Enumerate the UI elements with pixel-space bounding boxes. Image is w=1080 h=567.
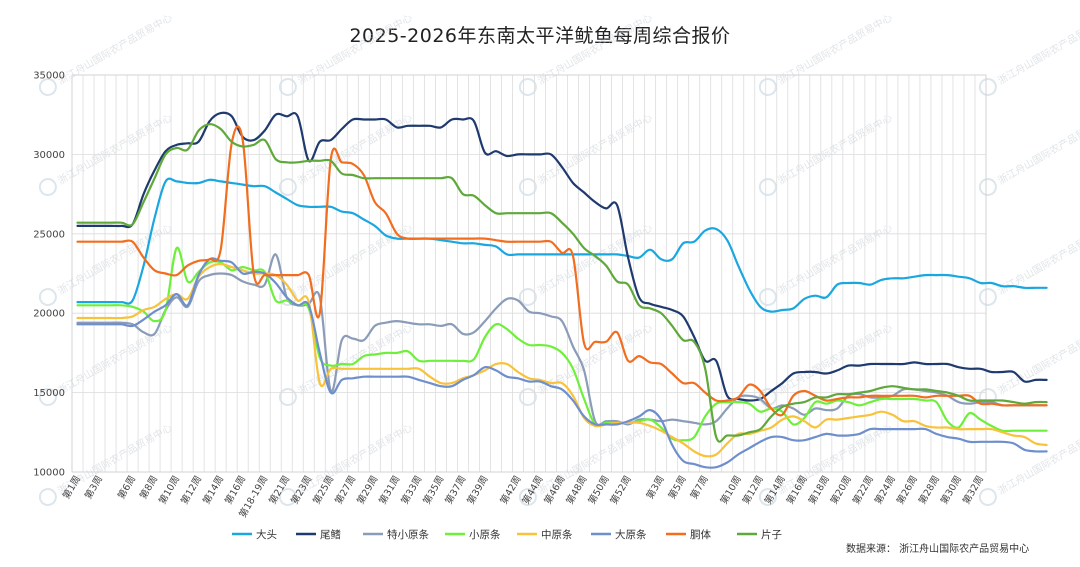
series-line-6: [76, 257, 1048, 469]
watermark-logo-icon: [38, 178, 57, 196]
x-tick-label: 第5周: [666, 474, 689, 502]
watermark-logo-icon: [38, 78, 57, 96]
watermark: 浙江舟山国际农产品贸易中心: [978, 421, 1080, 506]
watermark: 浙江舟山国际农产品贸易中心: [758, 111, 894, 196]
watermark-text: 浙江舟山国际农产品贸易中心: [535, 321, 654, 397]
watermark-logo-icon: [38, 288, 57, 306]
legend-label: 大头: [256, 528, 277, 541]
legend-label: 小原条: [469, 528, 501, 541]
watermark: 浙江舟山国际农产品贸易中心: [38, 421, 174, 506]
watermark-text: 浙江舟山国际农产品贸易中心: [995, 111, 1080, 187]
y-tick-label: 15000: [33, 388, 65, 399]
watermark-text: 浙江舟山国际农产品贸易中心: [535, 221, 654, 297]
series-line-1: [76, 177, 1048, 313]
plot-border: [71, 74, 987, 473]
legend-label: 中原条: [541, 528, 573, 541]
y-tick-label: 35000: [33, 71, 65, 82]
watermark: 浙江舟山国际农产品贸易中心: [758, 221, 894, 306]
x-tick-label: 第7周: [688, 474, 711, 502]
watermark-logo-icon: [758, 288, 777, 306]
legend-label: 胴体: [690, 529, 711, 541]
watermark: 浙江舟山国际农产品贸易中心: [978, 321, 1080, 406]
watermark: 浙江舟山国际农产品贸易中心: [38, 11, 174, 96]
watermark-logo-icon: [278, 388, 297, 406]
series-line-3: [76, 253, 1048, 427]
series-line-7: [76, 125, 1048, 417]
watermark-logo-icon: [978, 488, 997, 506]
legend-label: 尾鳍: [320, 528, 341, 541]
x-tick-label: 第39周: [465, 473, 491, 506]
watermark-text: 浙江舟山国际农产品贸易中心: [775, 11, 894, 87]
series-line-8: [76, 123, 1048, 443]
watermark-logo-icon: [278, 488, 297, 506]
watermark-logo-icon: [518, 388, 537, 406]
legend-label: 片子: [761, 528, 782, 541]
watermark-logo-icon: [518, 288, 537, 306]
watermark-logo-icon: [978, 78, 997, 96]
watermark-logo-icon: [518, 78, 537, 96]
watermark: 浙江舟山国际农产品贸易中心: [518, 421, 654, 506]
watermark: 浙江舟山国际农产品贸易中心: [518, 321, 654, 406]
watermark-text: 浙江舟山国际农产品贸易中心: [295, 11, 414, 87]
x-tick-label: 第8周: [137, 474, 160, 502]
watermark-text: 浙江舟山国际农产品贸易中心: [535, 11, 654, 87]
y-tick-label: 25000: [33, 229, 65, 240]
watermark-logo-icon: [518, 488, 537, 506]
series-line-5: [76, 262, 1048, 458]
watermark: 浙江舟山国际农产品贸易中心: [278, 111, 414, 196]
chart-title: 2025-2026年东南太平洋鱿鱼每周综合报价: [349, 25, 731, 47]
watermark-text: 浙江舟山国际农产品贸易中心: [775, 321, 894, 397]
watermark-text: 浙江舟山国际农产品贸易中心: [775, 111, 894, 187]
watermark-text: 浙江舟山国际农产品贸易中心: [55, 221, 174, 297]
series-line-2: [76, 111, 1048, 402]
watermark-logo-icon: [278, 78, 297, 96]
x-tick-label: 第52周: [608, 474, 634, 507]
watermark-logo-icon: [758, 78, 777, 96]
watermark: 浙江舟山国际农产品贸易中心: [758, 11, 894, 96]
watermark-logo-icon: [758, 178, 777, 196]
y-tick-label: 20000: [33, 309, 65, 320]
watermark: 浙江舟山国际农产品贸易中心: [278, 11, 414, 96]
watermark-logo-icon: [38, 388, 57, 406]
x-tick-label: 第6周: [115, 474, 138, 502]
y-tick-label: 10000: [33, 468, 65, 479]
watermark-logo-icon: [38, 488, 57, 506]
watermark-logo-icon: [978, 288, 997, 306]
watermark-logo-icon: [518, 178, 537, 196]
watermark-text: 浙江舟山国际农产品贸易中心: [995, 11, 1080, 87]
watermark-text: 浙江舟山国际农产品贸易中心: [535, 111, 654, 187]
y-tick-label: 30000: [33, 150, 65, 161]
legend-label: 特小原条: [387, 528, 429, 541]
data-source-note: 数据来源： 浙江舟山国际农产品贸易中心: [846, 544, 1030, 555]
watermark-text: 浙江舟山国际农产品贸易中心: [995, 421, 1080, 497]
watermark: 浙江舟山国际农产品贸易中心: [978, 11, 1080, 96]
watermark: 浙江舟山国际农产品贸易中心: [518, 11, 654, 96]
series-lines: [76, 111, 1048, 469]
watermark-text: 浙江舟山国际农产品贸易中心: [995, 321, 1080, 397]
legend-label: 大原条: [615, 528, 647, 541]
watermark-text: 浙江舟山国际农产品贸易中心: [55, 11, 174, 87]
legend: 大头 尾鳍 特小原条 小原条 中原条 大原条 胴体 片子: [232, 528, 782, 541]
x-tick-label: 第3周: [644, 474, 667, 502]
watermark-logo-icon: [758, 488, 777, 506]
series-line-4: [76, 246, 1048, 442]
watermark: 浙江舟山国际农产品贸易中心: [978, 221, 1080, 306]
watermark: 浙江舟山国际农产品贸易中心: [978, 111, 1080, 196]
watermark: 浙江舟山国际农产品贸易中心: [278, 221, 414, 306]
watermark-logo-icon: [978, 178, 997, 196]
